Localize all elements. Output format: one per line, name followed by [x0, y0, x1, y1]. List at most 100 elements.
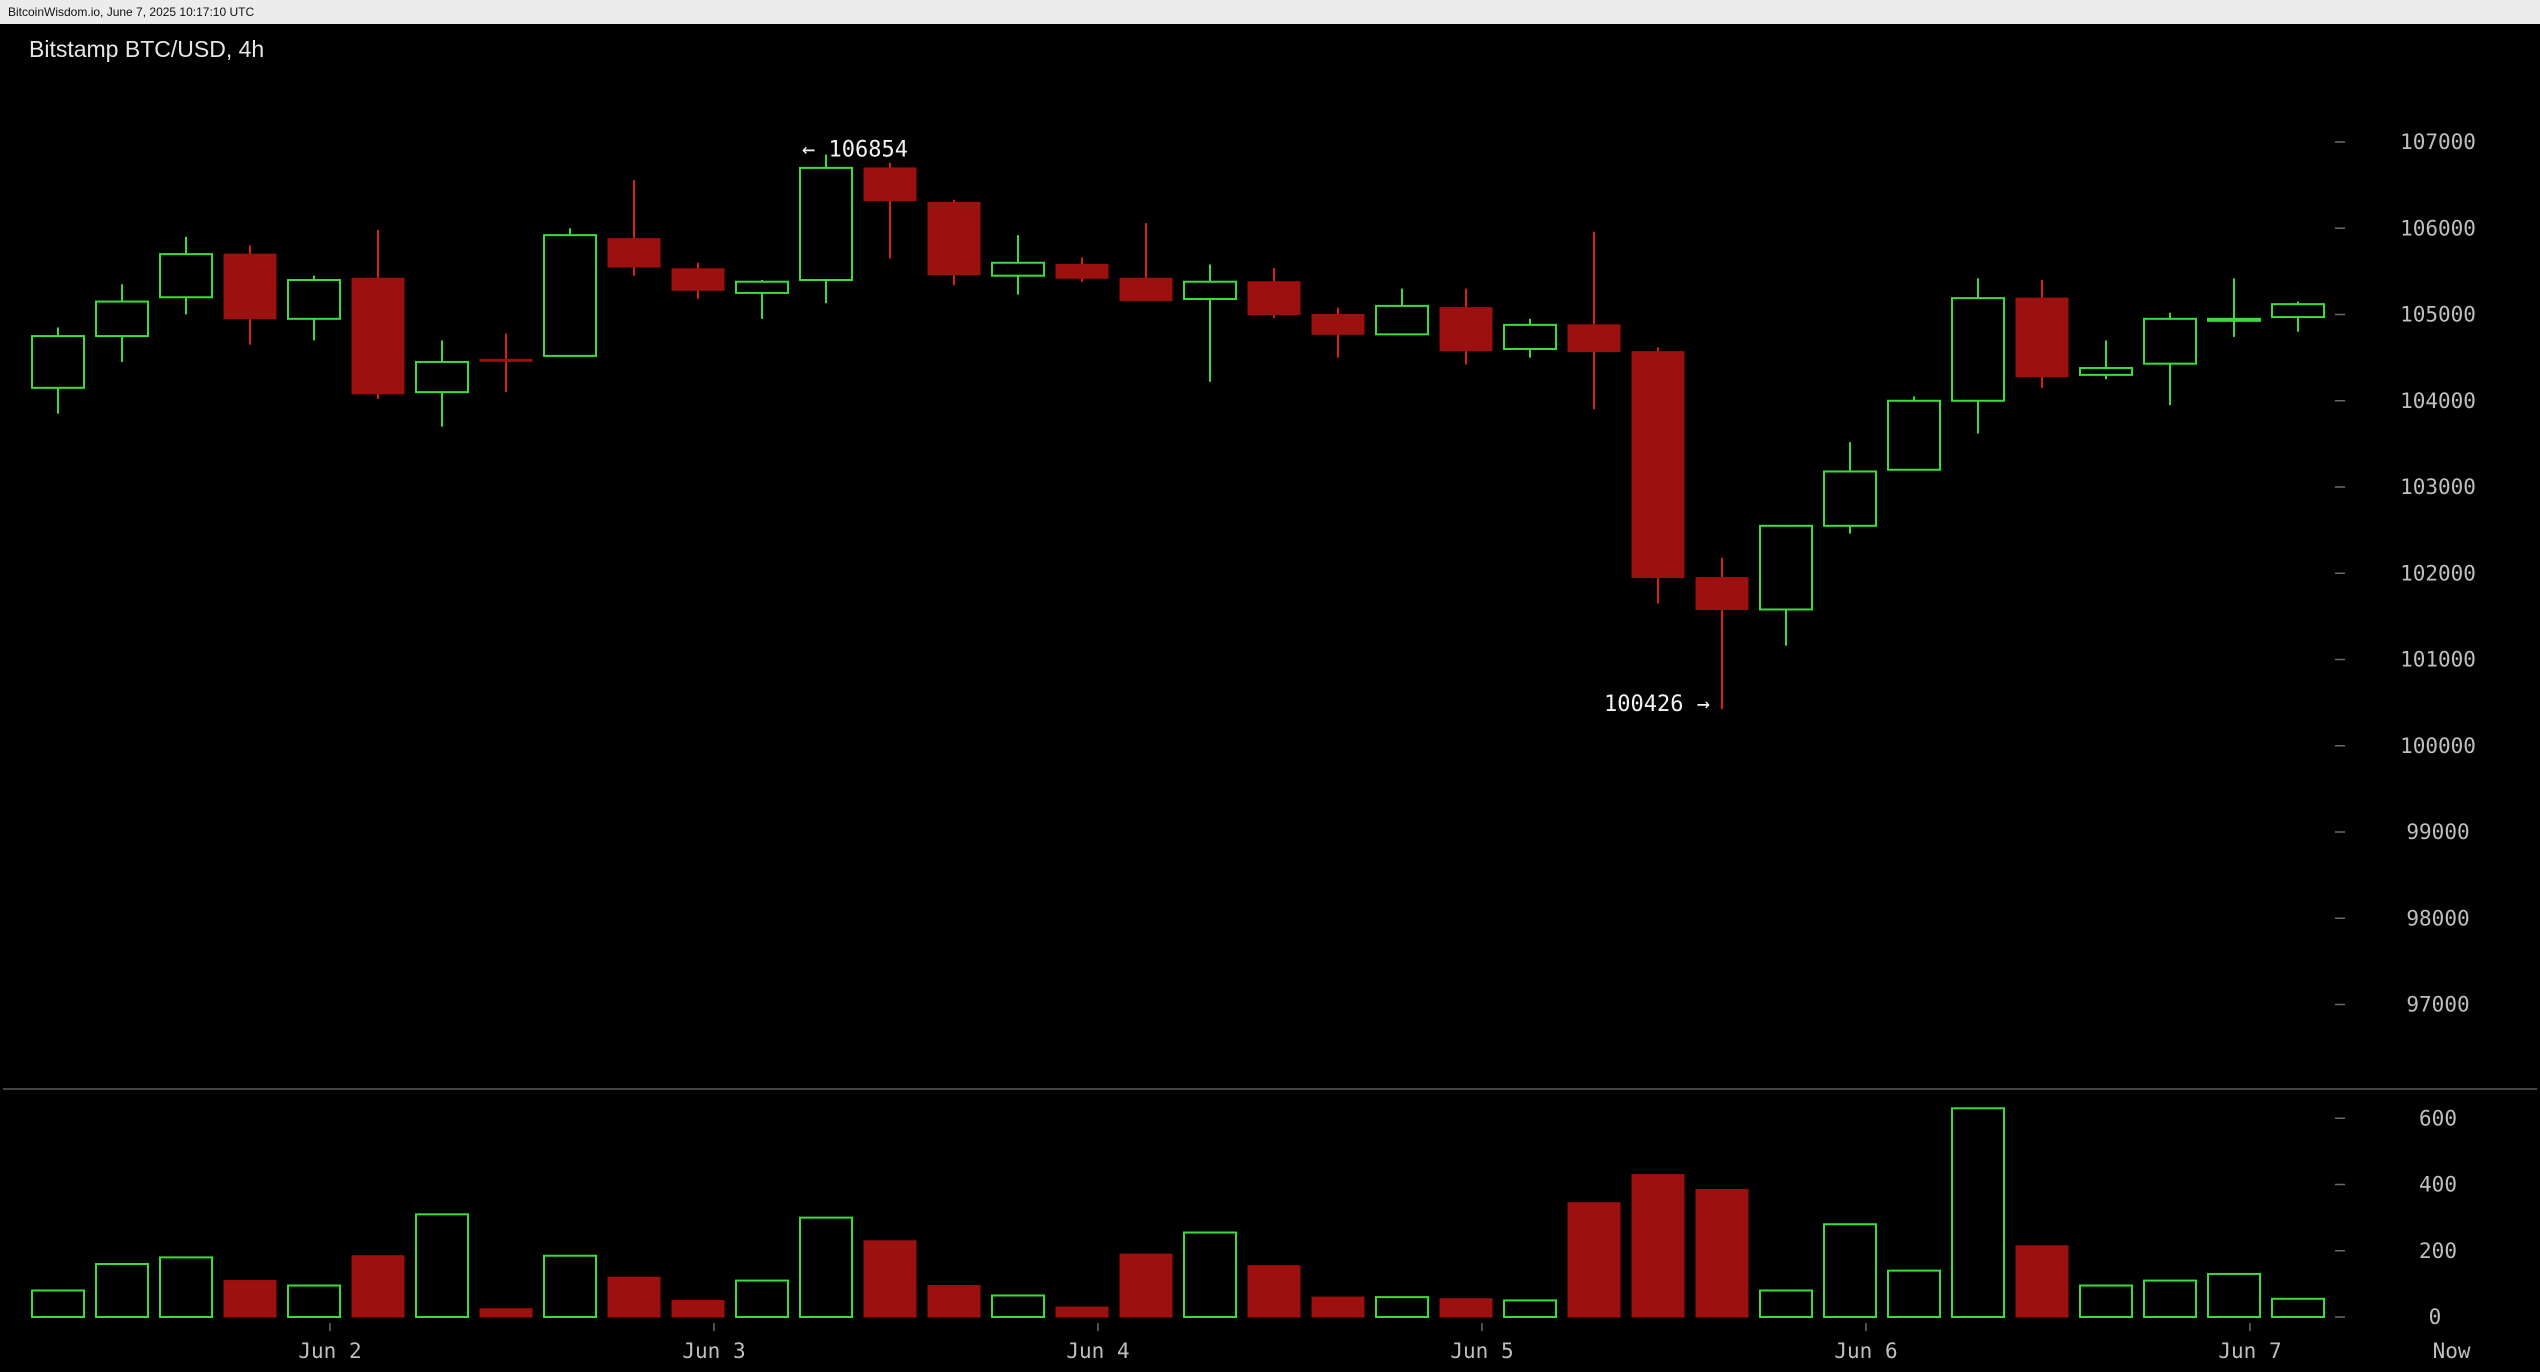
candle-body [1055, 263, 1109, 279]
candle-down [2015, 280, 2069, 388]
candle-body [1503, 323, 1557, 351]
chart-panel [3, 24, 2537, 1372]
candle-up [1887, 396, 1941, 471]
candle-body [735, 280, 789, 294]
candle-down [1567, 231, 1621, 410]
volume-bar-up [2271, 1297, 2325, 1318]
volume-bar-down [1631, 1174, 1685, 1318]
candle-body [287, 279, 341, 320]
volume-bar-up [287, 1284, 341, 1318]
candle-body [1567, 324, 1621, 353]
candle-up [2271, 301, 2325, 332]
candle-down [351, 229, 405, 400]
candle-body [2015, 297, 2069, 378]
volume-bar-up [2143, 1279, 2197, 1318]
candle-up [159, 236, 213, 315]
volume-bar-up [2079, 1284, 2133, 1318]
candle-body [1887, 399, 1941, 471]
candle-up [2079, 340, 2133, 380]
price-tick-label: 100000 [2400, 734, 2476, 758]
time-now-label: Now [2433, 1339, 2471, 1363]
price-tick-label: 101000 [2400, 648, 2476, 672]
candle-up [1951, 278, 2005, 434]
candle-body [31, 335, 85, 389]
volume-bar-up [991, 1294, 1045, 1318]
candle-body [351, 277, 405, 395]
candle-down [1439, 288, 1493, 365]
volume-bar-up [799, 1216, 853, 1318]
volume-bar-up [1183, 1231, 1237, 1318]
volume-bar-down [1439, 1298, 1493, 1318]
volume-bar-up [415, 1213, 469, 1318]
candle-body [1183, 280, 1237, 300]
time-tick-label: Jun 3 [682, 1339, 745, 1363]
price-tick-label: 105000 [2400, 303, 2476, 327]
volume-tick-label: 400 [2419, 1173, 2457, 1197]
volume-bar-down [1055, 1306, 1109, 1318]
volume-tick-label: 600 [2419, 1106, 2457, 1130]
volume-bar-down [927, 1285, 981, 1318]
candle-body [2143, 317, 2197, 365]
volume-bar-up [735, 1279, 789, 1318]
candle-up [1503, 318, 1557, 358]
candle-body [671, 268, 725, 291]
volume-bar-up [1951, 1107, 2005, 1318]
candle-body [479, 358, 533, 362]
candle-up [287, 275, 341, 341]
candle-body [415, 360, 469, 394]
volume-bar-up [31, 1289, 85, 1318]
source-timestamp: BitcoinWisdom.io, June 7, 2025 10:17:10 … [8, 5, 255, 19]
candle-body [1695, 577, 1749, 610]
volume-bar-down [671, 1299, 725, 1318]
time-tick-label: Jun 5 [1450, 1339, 1513, 1363]
price-tick-label: 107000 [2400, 130, 2476, 154]
candle-down [1631, 347, 1685, 604]
price-axis: 107000 106000 105000 104000 103000 102000 1010… [2335, 130, 2476, 1017]
volume-bar-up [1375, 1296, 1429, 1318]
candle-down [863, 162, 917, 259]
candle-down [1055, 257, 1109, 282]
candle-body [543, 234, 597, 357]
volume-bar-down [863, 1240, 917, 1318]
volume-bar-up [159, 1256, 213, 1318]
candle-up [543, 228, 597, 357]
volume-bar-down [351, 1255, 405, 1318]
chart-title: Bitstamp BTC/USD, 4h [29, 36, 265, 62]
volume-bar-down [2015, 1245, 2069, 1318]
candle-body [1631, 351, 1685, 579]
candle-body [1759, 524, 1813, 611]
candle-body [95, 300, 149, 338]
candle-up [95, 284, 149, 362]
candle-body [2207, 317, 2261, 322]
candle-up [1375, 288, 1429, 336]
time-tick-label: Jun 6 [1834, 1339, 1897, 1363]
volume-tick-label: 0 [2429, 1305, 2442, 1329]
volume-tick-label: 200 [2419, 1239, 2457, 1263]
candle-down [223, 245, 277, 345]
candle-body [223, 253, 277, 320]
volume-bar-down [1247, 1265, 1301, 1318]
volume-bar-up [2207, 1272, 2261, 1318]
price-tick-label: 103000 [2400, 475, 2476, 499]
price-tick-label: 106000 [2400, 216, 2476, 240]
candle-up [735, 280, 789, 319]
candle-body [2271, 303, 2325, 319]
candle-body [799, 166, 853, 281]
candle-body [863, 167, 917, 202]
volume-bar-up [543, 1254, 597, 1318]
low-price-annotation: 100426 → [1604, 692, 1710, 717]
high-price-annotation: ← 106854 [802, 138, 908, 163]
time-axis: Jun 2 Jun 3 Jun 4 Jun 5 Jun 6 Jun 7 Now [298, 1323, 2471, 1363]
volume-bar-up [1759, 1289, 1813, 1318]
candle-down [479, 333, 533, 393]
candle-down [1311, 307, 1365, 358]
volume-bar-down [1119, 1253, 1173, 1318]
candle-up [415, 340, 469, 427]
top-info-bar: BitcoinWisdom.io, June 7, 2025 10:17:10 … [0, 0, 2540, 24]
candle-up [1823, 442, 1877, 534]
candle-down [671, 262, 725, 299]
volume-bar-down [607, 1276, 661, 1318]
candle-up [991, 235, 1045, 295]
time-tick-label: Jun 2 [298, 1339, 361, 1363]
